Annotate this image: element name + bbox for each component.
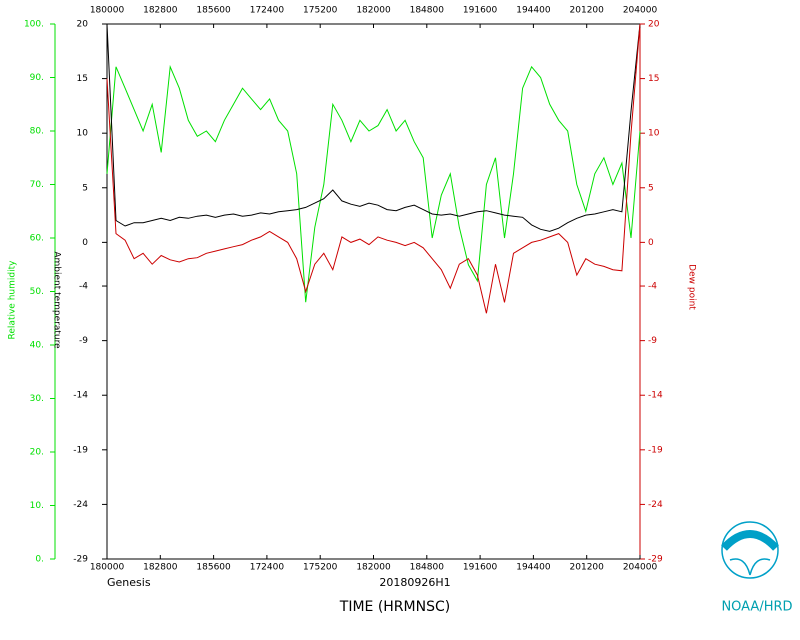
rh-axis-label: Relative humidity bbox=[8, 260, 18, 340]
x-axis-label: TIME (HRMNSC) bbox=[339, 599, 450, 615]
y2-tick-label: -24 bbox=[648, 500, 663, 510]
rh-tick-label: 80. bbox=[30, 127, 44, 137]
y-tick-label: -29 bbox=[73, 555, 88, 565]
rh-tick-label: 0. bbox=[35, 555, 44, 565]
org-label: NOAA/HRD bbox=[721, 600, 792, 615]
x-tick-label: 180000 bbox=[90, 563, 125, 573]
x-tick-label: 182800 bbox=[143, 563, 178, 573]
y-tick-label: 0 bbox=[82, 238, 88, 248]
x-tick-label: 191600 bbox=[463, 563, 498, 573]
y2-tick-label: -19 bbox=[648, 445, 663, 455]
data-line bbox=[106, 23, 641, 232]
y-tick-label: 15 bbox=[77, 74, 88, 84]
x-tick-label: 194400 bbox=[516, 6, 551, 16]
y2-tick-label: 0 bbox=[648, 238, 654, 248]
x-tick-label: 172400 bbox=[250, 6, 285, 16]
y2-tick-label: 15 bbox=[648, 74, 659, 84]
x-tick-label: 182000 bbox=[356, 6, 391, 16]
x-tick-label: 204000 bbox=[623, 6, 658, 16]
plot-frame bbox=[106, 23, 641, 560]
y-tick-label: -19 bbox=[73, 445, 88, 455]
data-line bbox=[106, 23, 641, 314]
y-tick-label: 5 bbox=[82, 183, 88, 193]
y2-tick-label: 20 bbox=[648, 20, 660, 30]
note: Genesis bbox=[107, 576, 151, 589]
rh-tick-label: 70. bbox=[30, 180, 44, 190]
x-tick-label: 204000 bbox=[623, 563, 658, 573]
x-tick-label: 201200 bbox=[570, 563, 605, 573]
x-tick-label: 180000 bbox=[90, 6, 125, 16]
rh-tick-label: 40. bbox=[30, 341, 44, 351]
x-tick-label: 194400 bbox=[516, 563, 551, 573]
note: 20180926H1 bbox=[379, 576, 450, 589]
rh-tick-label: 10. bbox=[30, 501, 44, 511]
y2-tick-label: -29 bbox=[648, 555, 663, 565]
y2-tick-label: -4 bbox=[648, 282, 657, 292]
rh-tick-label: 90. bbox=[30, 73, 44, 83]
y-tick-label: 10 bbox=[77, 129, 89, 139]
x-tick-label: 175200 bbox=[303, 6, 338, 16]
y-tick-label: -4 bbox=[79, 282, 88, 292]
rh-tick-label: 20. bbox=[30, 448, 44, 458]
rh-tick-label: 30. bbox=[30, 394, 44, 404]
rh-tick-label: 50. bbox=[30, 287, 44, 297]
x-tick-label: 185600 bbox=[196, 6, 231, 16]
y-tick-label: -9 bbox=[79, 336, 88, 346]
y2-tick-label: -9 bbox=[648, 336, 657, 346]
x-tick-label: 175200 bbox=[303, 563, 338, 573]
y2-tick-label: 10 bbox=[648, 129, 660, 139]
data-line bbox=[106, 64, 641, 303]
x-tick-label: 184800 bbox=[410, 563, 445, 573]
rh-tick-label: 60. bbox=[30, 234, 44, 244]
x-tick-label: 184800 bbox=[410, 6, 445, 16]
y-tick-label: -14 bbox=[73, 391, 88, 401]
y2-tick-label: 5 bbox=[648, 183, 654, 193]
temp-axis-label: Ambient temperature bbox=[52, 251, 62, 349]
rh-tick-label: 100. bbox=[24, 20, 44, 30]
x-tick-label: 172400 bbox=[250, 563, 285, 573]
y-tick-label: -24 bbox=[73, 500, 88, 510]
y-tick-label: 20 bbox=[77, 20, 89, 30]
x-tick-label: 185600 bbox=[196, 563, 231, 573]
dew-axis-label: Dew point bbox=[687, 264, 697, 310]
x-tick-label: 182000 bbox=[356, 563, 391, 573]
x-tick-label: 191600 bbox=[463, 6, 498, 16]
x-tick-label: 201200 bbox=[570, 6, 605, 16]
noaa-logo bbox=[721, 521, 779, 579]
x-tick-label: 182800 bbox=[143, 6, 178, 16]
y2-tick-label: -14 bbox=[648, 391, 663, 401]
